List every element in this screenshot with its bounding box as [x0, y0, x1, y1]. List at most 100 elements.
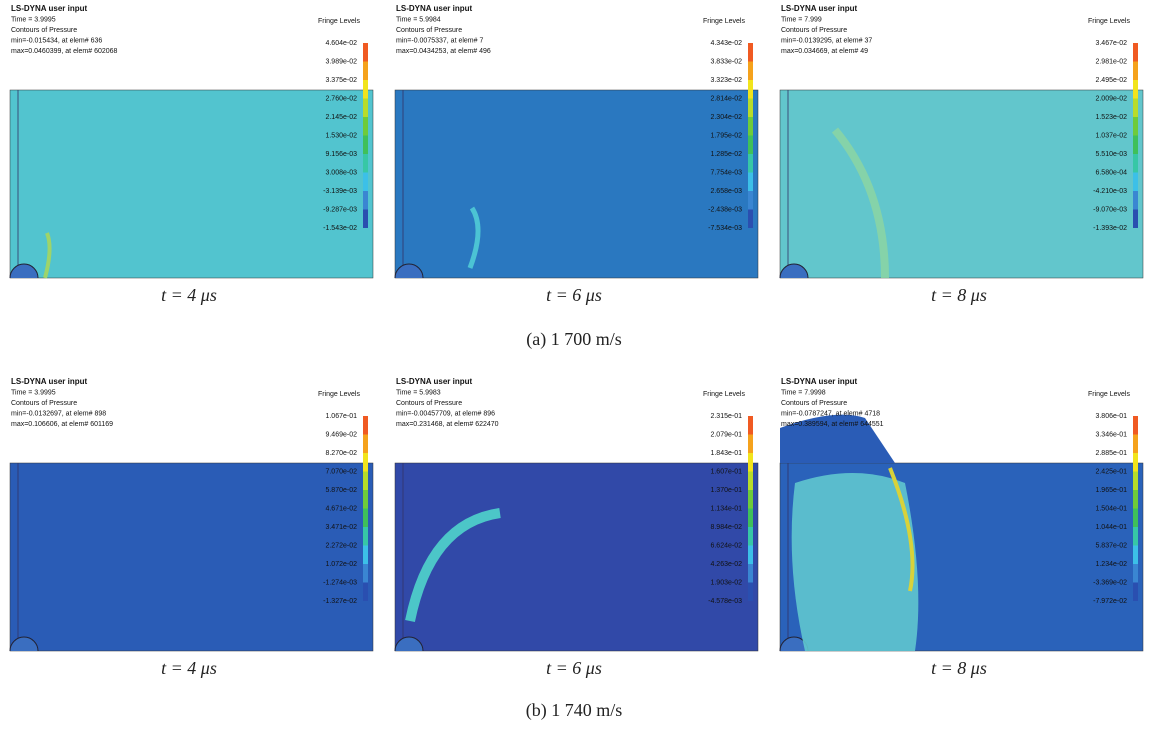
row-caption: (a) 1 700 m/s — [526, 329, 621, 350]
color-bar-segment — [1133, 173, 1138, 192]
time-caption: t = 6 μs — [546, 658, 602, 678]
fringe-level: 1.044e-01 — [1095, 524, 1127, 531]
fringe-level: -2.438e-03 — [708, 206, 742, 213]
sim-domain — [780, 90, 1143, 278]
color-bar-segment — [1133, 136, 1138, 155]
color-bar-segment — [748, 117, 753, 136]
header-line: Contours of Pressure — [396, 400, 462, 407]
header-line: max=0.389594, at elem# 644551 — [781, 421, 884, 428]
header-line: Time = 5.9983 — [396, 389, 441, 396]
time-caption: t = 8 μs — [931, 658, 987, 678]
color-bar-segment — [1133, 99, 1138, 118]
color-bar-segment — [748, 527, 753, 546]
color-bar-segment — [363, 154, 368, 173]
fringe-level: 2.658e-03 — [710, 188, 742, 195]
fringe-level: 1.607e-01 — [710, 468, 742, 475]
color-bar-segment — [748, 99, 753, 118]
fringe-title: Fringe Levels — [703, 18, 746, 25]
fringe-level: -9.287e-03 — [323, 206, 357, 213]
header-line: LS-DYNA user input — [11, 377, 87, 386]
color-bar-segment — [1133, 472, 1138, 491]
color-bar-segment — [363, 173, 368, 192]
header-line: max=0.106606, at elem# 601169 — [11, 421, 113, 428]
fringe-level: 9.469e-02 — [325, 431, 357, 438]
fringe-level: 1.285e-02 — [710, 151, 742, 158]
fringe-level: -9.070e-03 — [1093, 206, 1127, 213]
color-bar-segment — [748, 62, 753, 81]
color-bar-segment — [1133, 154, 1138, 173]
fringe-level: 7.070e-02 — [325, 468, 357, 475]
fringe-level: 1.234e-02 — [1095, 561, 1127, 568]
color-bar-segment — [748, 546, 753, 565]
fringe-title: Fringe Levels — [318, 391, 361, 398]
color-bar-segment — [748, 453, 753, 472]
color-bar-segment — [748, 191, 753, 210]
color-bar-segment — [748, 490, 753, 509]
fringe-level: 2.760e-02 — [325, 95, 357, 102]
color-bar-segment — [1133, 191, 1138, 210]
color-bar-segment — [1133, 117, 1138, 136]
fringe-level: 5.837e-02 — [1095, 542, 1127, 549]
color-bar-segment — [748, 154, 753, 173]
header-line: Contours of Pressure — [11, 27, 77, 34]
fringe-level: 3.323e-02 — [710, 77, 742, 84]
header-line: Time = 7.999 — [781, 16, 822, 23]
fringe-level: -1.543e-02 — [323, 225, 357, 232]
fringe-level: 2.145e-02 — [325, 114, 357, 121]
color-bar-segment — [748, 435, 753, 454]
color-bar-segment — [748, 43, 753, 62]
header-line: Time = 5.9984 — [396, 16, 441, 23]
header-line: Time = 7.9998 — [781, 389, 826, 396]
fringe-level: 3.806e-01 — [1095, 413, 1127, 420]
fringe-level: 3.467e-02 — [1095, 40, 1127, 47]
color-bar-segment — [363, 191, 368, 210]
sim-panel: LS-DYNA user input Time = 3.9995 Contours … — [10, 377, 373, 678]
fringe-level: 3.833e-02 — [710, 58, 742, 65]
header-line: max=0.034669, at elem# 49 — [781, 48, 868, 55]
fringe-level: 1.523e-02 — [1095, 114, 1127, 121]
color-bar-segment — [363, 546, 368, 565]
color-bar-segment — [748, 583, 753, 602]
color-bar-segment — [748, 509, 753, 528]
fringe-level: 2.079e-01 — [710, 431, 742, 438]
fringe-level: 1.504e-01 — [1095, 505, 1127, 512]
header-line: LS-DYNA user input — [11, 4, 87, 13]
fringe-level: -7.972e-02 — [1093, 598, 1127, 605]
fringe-level: 2.425e-01 — [1095, 468, 1127, 475]
header-line: LS-DYNA user input — [396, 4, 472, 13]
time-caption: t = 4 μs — [161, 658, 217, 678]
fringe-level: 2.315e-01 — [710, 413, 742, 420]
color-bar-segment — [748, 416, 753, 435]
color-bar-segment — [748, 564, 753, 583]
color-bar-segment — [363, 117, 368, 136]
header-line: Contours of Pressure — [781, 400, 847, 407]
fringe-level: -7.534e-03 — [708, 225, 742, 232]
header-line: Contours of Pressure — [11, 400, 77, 407]
sim-domain — [395, 463, 758, 651]
fringe-level: 2.009e-02 — [1095, 95, 1127, 102]
color-bar-segment — [363, 43, 368, 62]
color-bar-segment — [363, 99, 368, 118]
fringe-level: -4.210e-03 — [1093, 188, 1127, 195]
time-caption: t = 4 μs — [161, 285, 217, 305]
fringe-level: 3.375e-02 — [325, 77, 357, 84]
fringe-level: 8.270e-02 — [325, 450, 357, 457]
color-bar-segment — [1133, 546, 1138, 565]
color-bar-segment — [363, 583, 368, 602]
header-line: LS-DYNA user input — [781, 4, 857, 13]
fringe-level: 1.072e-02 — [325, 561, 357, 568]
header-line: LS-DYNA user input — [781, 377, 857, 386]
fringe-level: 1.067e-01 — [325, 413, 357, 420]
fringe-level: 2.304e-02 — [710, 114, 742, 121]
fringe-level: 2.272e-02 — [325, 542, 357, 549]
fringe-level: 5.510e-03 — [1095, 151, 1127, 158]
color-bar-segment — [363, 136, 368, 155]
header-line: Time = 3.9995 — [11, 389, 56, 396]
color-bar-segment — [1133, 80, 1138, 99]
header-line: min=-0.00457709, at elem# 896 — [396, 410, 495, 417]
color-bar-segment — [363, 62, 368, 81]
